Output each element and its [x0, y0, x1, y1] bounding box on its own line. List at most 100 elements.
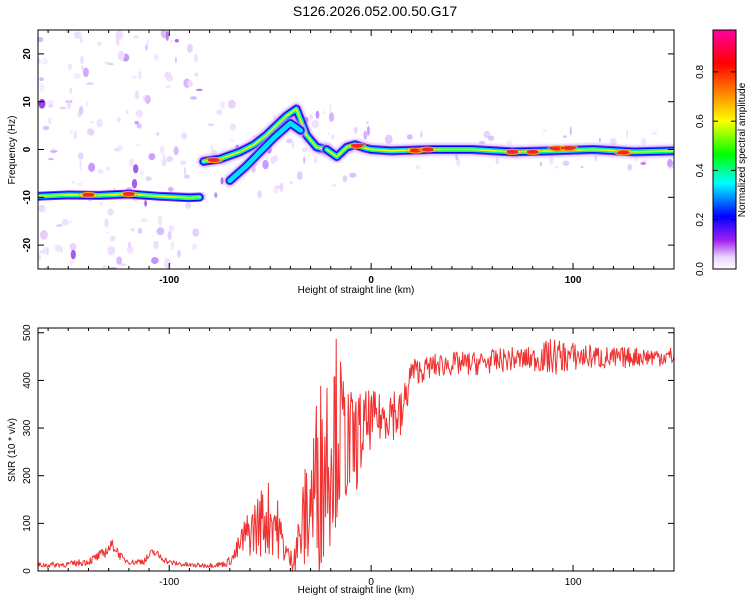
ridge-peak	[82, 192, 95, 197]
noise-blob	[69, 258, 74, 266]
noise-blob	[289, 181, 294, 184]
noise-blob	[580, 166, 584, 169]
ridge-peak-halo	[523, 148, 543, 155]
noise-blob	[627, 163, 632, 171]
noise-blob	[71, 180, 76, 184]
noise-blob	[180, 160, 187, 165]
noise-blob	[96, 118, 103, 128]
snr-y-tick-label: 400	[22, 372, 33, 389]
noise-blob	[61, 218, 69, 226]
spectrogram-y-tick-label: -10	[22, 190, 33, 205]
figure-title: S126.2026.052.00.50.G17	[293, 3, 457, 19]
noise-blob	[177, 250, 181, 258]
noise-blob	[554, 165, 559, 169]
noise-blob	[69, 242, 77, 251]
noise-blob	[135, 109, 144, 118]
noise-blob	[46, 246, 49, 256]
noise-blob	[139, 169, 144, 176]
ridge-peak-halo	[119, 191, 139, 197]
noise-blob	[90, 120, 94, 124]
snr-series-line	[38, 338, 674, 571]
noise-blob	[164, 258, 171, 262]
colorbar-frame	[712, 29, 737, 270]
noise-blob	[146, 39, 150, 47]
colorbar-tick-label: 0.8	[695, 64, 706, 78]
noise-blob	[108, 246, 116, 256]
noise-blob	[327, 132, 331, 135]
colorbar-tick-label: 0.6	[695, 114, 706, 128]
ridge-peak	[122, 192, 135, 196]
noise-blob	[70, 249, 76, 260]
noise-blob	[67, 63, 72, 71]
noise-blob	[349, 172, 357, 178]
snr-y-axis-label: SNR (10 * v/v)	[7, 418, 18, 482]
noise-blob	[148, 153, 156, 161]
noise-blob	[315, 110, 320, 119]
noise-blob	[131, 178, 138, 189]
noise-blob	[86, 82, 94, 85]
spectrogram-y-tick-label: -20	[22, 237, 33, 252]
noise-blob	[227, 99, 236, 109]
spectrogram-x-tick-label: 100	[565, 275, 582, 286]
noise-blob	[229, 123, 237, 131]
noise-blob	[106, 62, 115, 66]
noise-blob	[262, 159, 269, 170]
snr-x-tick-label: 100	[565, 577, 582, 588]
noise-blob	[81, 64, 84, 72]
noise-blob	[365, 121, 369, 124]
noise-blob	[165, 85, 172, 89]
noise-blob	[68, 220, 73, 224]
noise-blob	[488, 135, 495, 141]
snr-x-tick-label: 0	[368, 577, 374, 588]
spectrogram-x-tick-label: -100	[159, 275, 179, 286]
noise-blob	[506, 140, 513, 146]
noise-blob	[153, 240, 159, 250]
noise-blob	[174, 56, 177, 64]
noise-blob	[483, 130, 491, 139]
snr-axes: -100 0 100 0 100 200 300 400 500	[22, 324, 675, 588]
noise-blob	[38, 204, 46, 213]
noise-blob	[478, 141, 486, 144]
noise-blob	[165, 31, 169, 41]
colorbar-gradient	[713, 30, 736, 269]
noise-blob	[130, 227, 135, 232]
noise-blob	[210, 144, 213, 150]
noise-blob	[187, 43, 193, 53]
ridge-peak	[526, 149, 539, 154]
noise-blob	[48, 116, 52, 126]
colorbar-tick-label: 0.0	[695, 262, 706, 276]
colorbar-tick-label: 0.2	[695, 212, 706, 226]
ridge-peak	[351, 143, 363, 148]
noise-blob	[667, 158, 673, 167]
ridge-peak-halo	[79, 191, 98, 198]
noise-blob	[189, 96, 198, 100]
ridge-peak-halo	[559, 145, 579, 152]
noise-blob	[640, 137, 647, 146]
noise-blob	[73, 73, 81, 79]
noise-blob	[415, 164, 421, 169]
noise-blob	[131, 75, 138, 79]
ridge-peak	[506, 149, 519, 154]
noise-blob	[220, 177, 224, 185]
noise-blob	[73, 31, 82, 39]
noise-blob	[143, 94, 150, 103]
noise-blob	[86, 101, 89, 108]
spectrogram-x-axis-label: Height of straight line (km)	[298, 285, 415, 296]
noise-blob	[42, 125, 50, 131]
noise-blob	[173, 146, 179, 156]
ridge-peak	[207, 158, 220, 162]
noise-blob	[79, 56, 84, 65]
noise-blob	[185, 202, 191, 209]
noise-blob	[135, 144, 142, 147]
ridge-peak-halo	[503, 148, 522, 155]
noise-blob	[39, 82, 45, 93]
noise-blob	[651, 132, 658, 136]
noise-blob	[274, 157, 279, 161]
ridge-peak-halo	[614, 149, 633, 156]
noise-blob	[60, 246, 63, 254]
noise-blob	[366, 125, 370, 136]
ridge-peak	[617, 150, 630, 155]
noise-blob	[38, 58, 41, 64]
